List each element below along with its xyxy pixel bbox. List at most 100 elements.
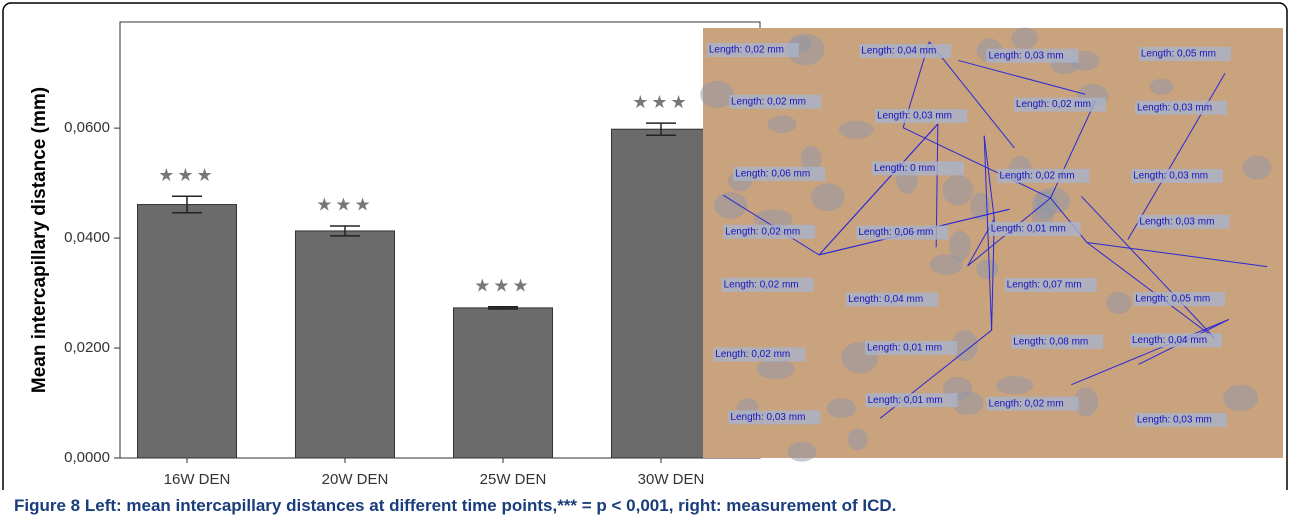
caption: Figure 8 Left: mean intercapillary dista… — [14, 496, 896, 516]
x-tick-label: 30W DEN — [638, 471, 705, 488]
measure-label: Length: 0,03 mm — [1137, 102, 1212, 113]
measure-label: Length: 0,06 mm — [735, 168, 810, 179]
error-bar — [172, 195, 202, 214]
y-axis-title: Mean intercapillary distance (mm) — [29, 87, 50, 393]
caption-text: Left: mean intercapillary distances at d… — [84, 496, 897, 515]
measure-label: Length: 0,05 mm — [1135, 294, 1210, 305]
measure-line — [958, 59, 1086, 95]
nucleus — [1223, 384, 1259, 412]
measure-line — [1086, 242, 1216, 339]
label-bg — [865, 393, 958, 408]
label-bg — [1134, 412, 1227, 427]
label-bg — [728, 94, 821, 109]
measure-line — [1080, 195, 1216, 339]
measure-line — [1050, 197, 1088, 243]
measure-label: Length: 0,04 mm — [1132, 335, 1207, 346]
y-tick-label: 0,0400 — [64, 229, 110, 246]
measure-label: Length: 0,03 mm — [1133, 171, 1208, 182]
nucleus — [1106, 291, 1132, 314]
measure-label: Length: 0 mm — [874, 163, 935, 174]
error-bar — [646, 122, 676, 137]
measure-label: Length: 0,07 mm — [1007, 280, 1082, 291]
significance: ★★★ — [316, 195, 373, 215]
x-tick-label: 20W DEN — [322, 471, 389, 488]
y-tick-label: 0,0200 — [64, 339, 110, 356]
label-bg — [988, 221, 1081, 236]
label-bg — [986, 396, 1079, 411]
nucleus — [700, 80, 735, 108]
measure-label: Length: 0,02 mm — [709, 45, 784, 56]
label-bg — [856, 225, 949, 240]
label-bg — [986, 48, 1079, 63]
measure-line — [1071, 319, 1229, 386]
nucleus — [996, 376, 1033, 395]
nucleus — [838, 120, 874, 139]
measure-label: Length: 0,02 mm — [1000, 170, 1075, 181]
nucleus — [929, 254, 963, 275]
chart: Mean intercapillary distance (mm) 0,0000… — [2, 2, 1288, 490]
nucleus — [949, 230, 971, 261]
label-bg — [1137, 214, 1230, 229]
label-bg — [997, 168, 1090, 183]
label-bg — [865, 340, 958, 355]
micrograph — [703, 28, 1283, 458]
measure-label: Length: 0,02 mm — [731, 96, 806, 107]
measure-label: Length: 0,02 mm — [715, 349, 790, 360]
label-bg — [1138, 47, 1231, 62]
nucleus — [800, 145, 822, 172]
nucleus — [1011, 27, 1038, 50]
nucleus — [847, 428, 868, 451]
nucleus — [756, 358, 795, 380]
measure-line — [991, 218, 995, 331]
measure-line — [928, 41, 1015, 149]
significance: ★★★ — [158, 165, 215, 185]
y-tick-label: 0,0000 — [64, 449, 110, 466]
significance: ★★★ — [632, 92, 689, 112]
bar — [295, 230, 395, 459]
measure-label: Length: 0,06 mm — [858, 227, 933, 238]
label-bg — [1011, 334, 1104, 349]
nucleus — [951, 330, 979, 362]
nucleus — [1242, 155, 1272, 180]
x-tick-label: 25W DEN — [480, 471, 547, 488]
nucleus — [942, 174, 974, 206]
significance: ★★★ — [474, 276, 531, 296]
nucleus — [787, 441, 817, 462]
measure-label: Length: 0,01 mm — [868, 395, 943, 406]
label-bg — [1131, 168, 1224, 183]
measure-line — [818, 123, 939, 256]
label-bg — [1133, 291, 1226, 306]
nucleus — [951, 391, 984, 415]
error-bar — [488, 306, 518, 310]
measure-label: Length: 0,08 mm — [1013, 337, 1088, 348]
frame — [2, 2, 1288, 490]
nucleus — [1073, 387, 1099, 417]
measure-label: Length: 0,05 mm — [1141, 49, 1216, 60]
measure-label: Length: 0,04 mm — [848, 294, 923, 305]
measure-label: Length: 0,03 mm — [989, 50, 1064, 61]
bar — [137, 204, 237, 459]
label-bg — [721, 277, 814, 292]
label-bg — [859, 43, 952, 58]
measure-label: Length: 0,03 mm — [877, 111, 952, 122]
measure-line — [983, 135, 995, 219]
measure-line — [983, 135, 993, 331]
measure-label: Length: 0,02 mm — [725, 226, 800, 237]
nucleus — [810, 183, 845, 212]
measure-label: Length: 0,01 mm — [991, 224, 1066, 235]
label-bg — [1130, 333, 1223, 348]
y-tick-label: 0,0600 — [64, 119, 110, 136]
bar — [453, 307, 553, 459]
label-bg — [713, 347, 806, 362]
measure-label: Length: 0,03 mm — [1137, 415, 1212, 426]
nucleus — [976, 259, 999, 280]
measure-label: Length: 0,04 mm — [861, 46, 936, 57]
nucleus — [767, 115, 797, 133]
measure-label: Length: 0,01 mm — [867, 343, 942, 354]
caption-label: Figure 8 — [14, 496, 81, 515]
label-bg — [706, 42, 799, 57]
nucleus — [970, 192, 991, 221]
label-bg — [874, 108, 967, 123]
measure-label: Length: 0,02 mm — [1016, 99, 1091, 110]
